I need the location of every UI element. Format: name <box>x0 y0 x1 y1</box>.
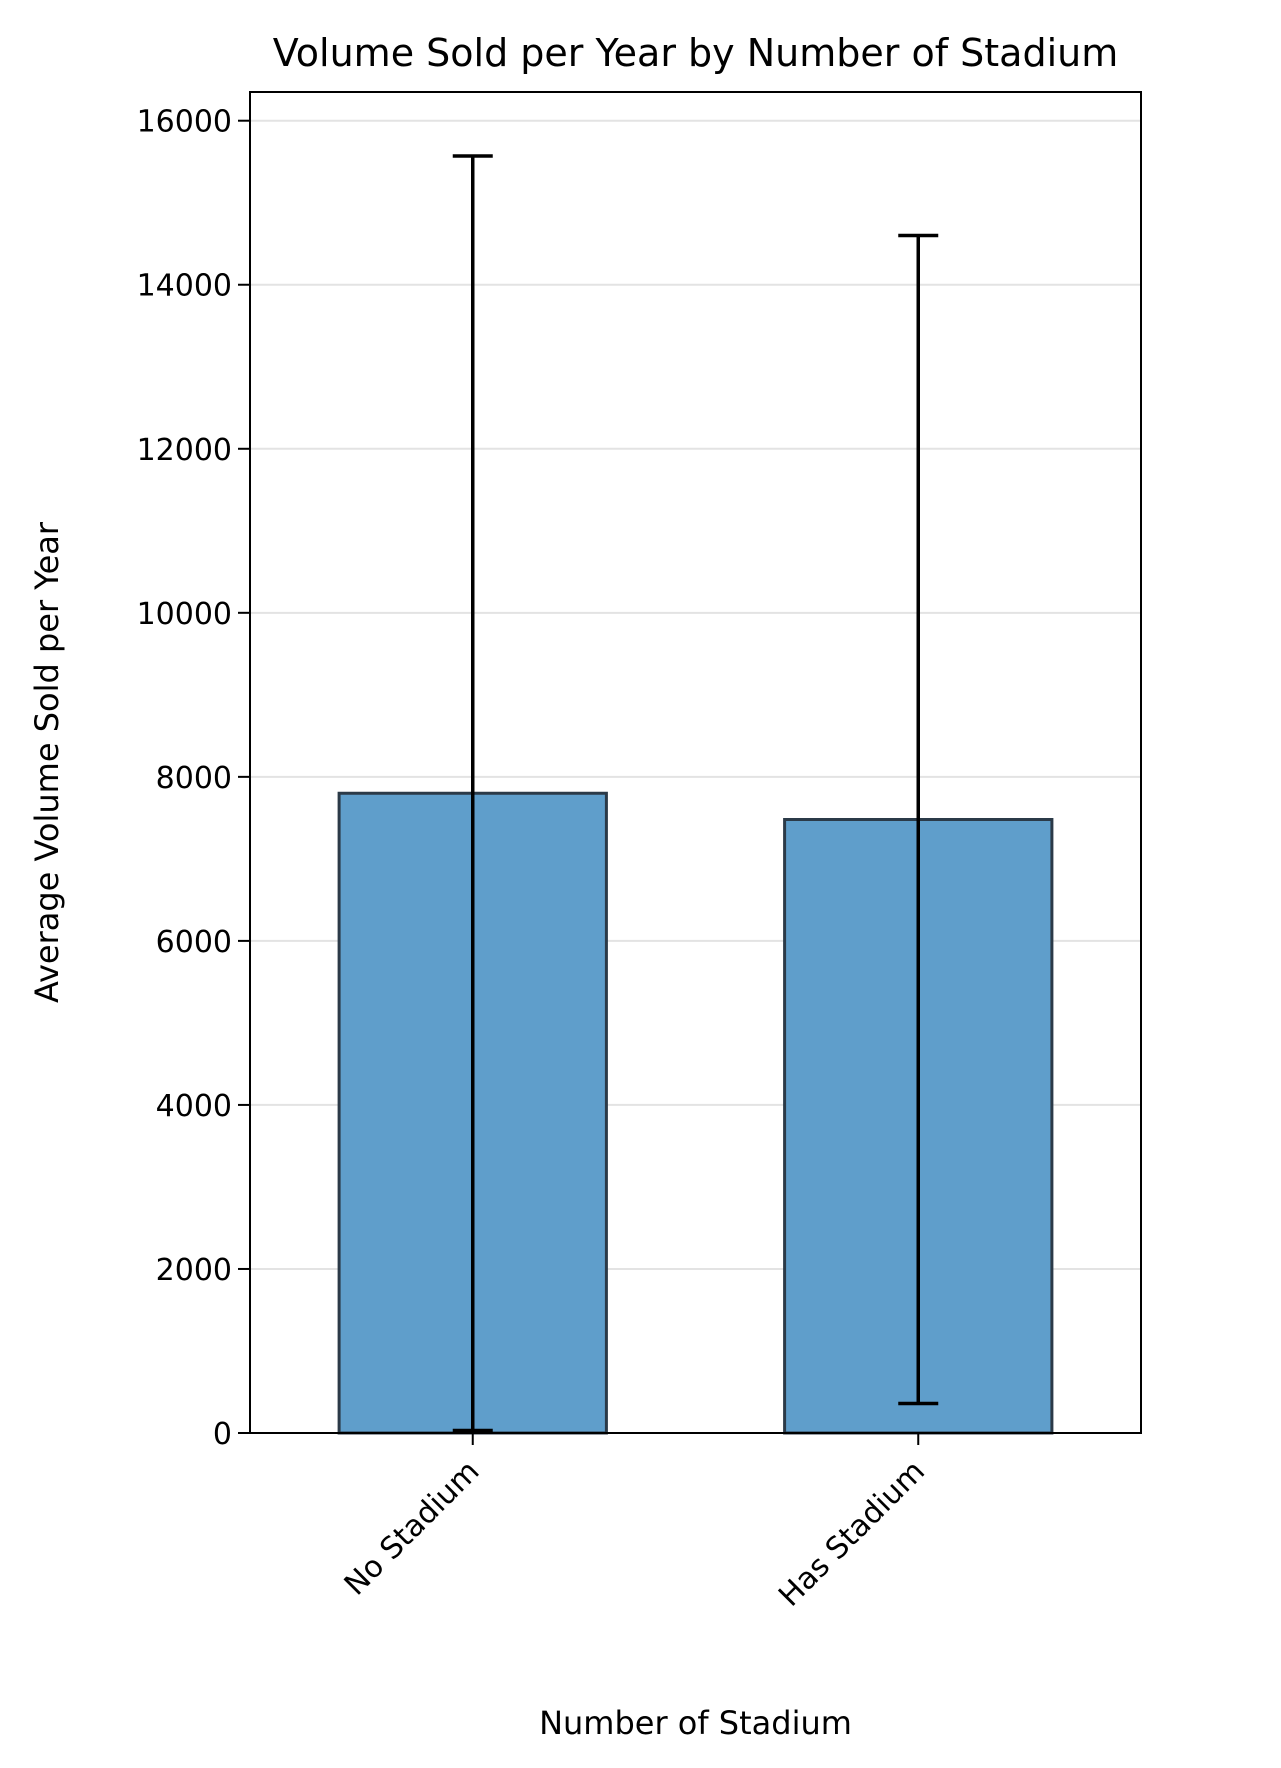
x-tick-label: No Stadium <box>338 1454 487 1603</box>
y-tick-label: 8000 <box>156 761 232 796</box>
x-axis-ticks: No Stadium Has Stadium <box>338 1433 932 1614</box>
y-tick-label: 4000 <box>156 1089 232 1124</box>
y-tick-label: 14000 <box>137 269 232 304</box>
y-tick-label: 10000 <box>137 597 232 632</box>
error-bars <box>452 154 939 1433</box>
y-tick-label: 6000 <box>156 925 232 960</box>
y-tick-label: 16000 <box>137 105 232 140</box>
x-tick-label: Has Stadium <box>772 1454 932 1614</box>
plot-frame <box>249 91 1142 1434</box>
y-tick-label: 2000 <box>156 1253 232 1288</box>
bars <box>337 791 1054 1435</box>
y-axis-label: Average Volume Sold per Year <box>28 521 66 1003</box>
y-tick-label: 12000 <box>137 433 232 468</box>
x-axis-label: Number of Stadium <box>539 1704 852 1742</box>
y-tick-label: 0 <box>213 1417 232 1452</box>
y-axis-ticks: 0 2000 4000 6000 8000 10000 12000 14000 16000 <box>137 105 250 1452</box>
chart-title: Volume Sold per Year by Number of Stadiu… <box>273 31 1118 75</box>
